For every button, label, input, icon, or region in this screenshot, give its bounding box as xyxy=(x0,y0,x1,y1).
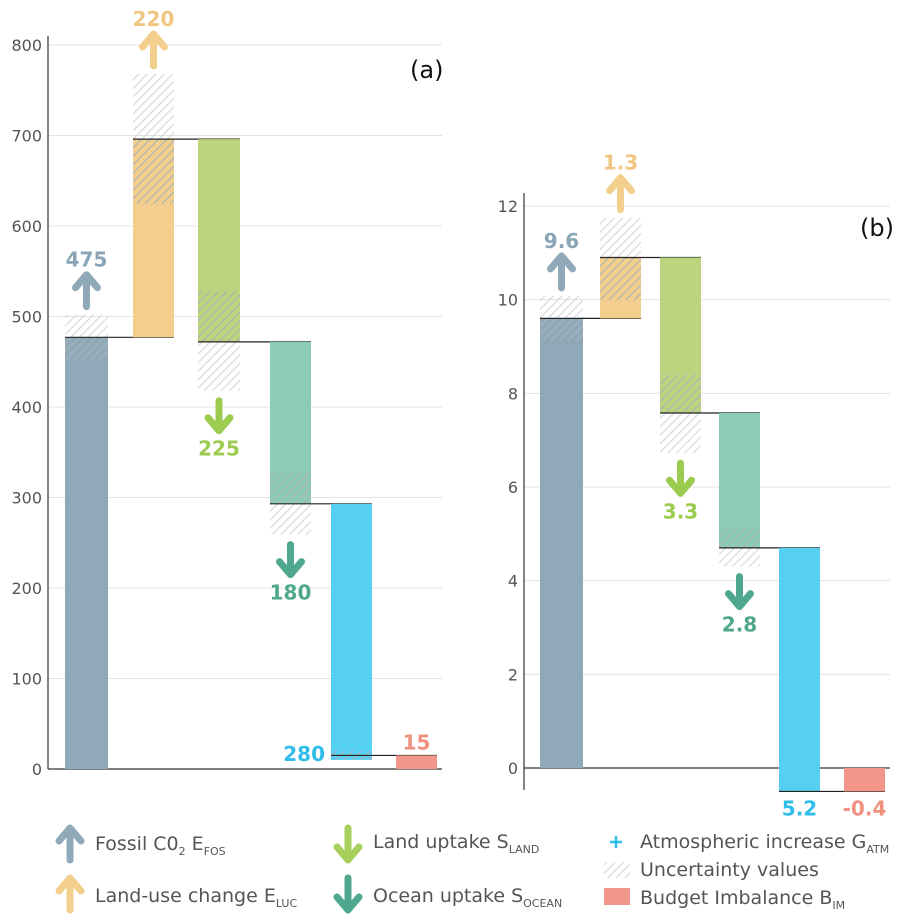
legend-item-land: Land uptake SLAND xyxy=(333,824,539,864)
y-tick-label: 2 xyxy=(508,665,518,684)
y-tick-label: 300 xyxy=(11,489,42,508)
bar-atm xyxy=(779,547,820,792)
value-label-luc: 1.3 xyxy=(603,151,638,175)
value-label-land: 225 xyxy=(198,437,240,461)
legend-label-land: Land uptake SLAND xyxy=(373,831,539,856)
value-label-fossil: 9.6 xyxy=(544,229,579,253)
y-tick-label: 0 xyxy=(32,760,42,779)
value-label-ocean: 2.8 xyxy=(722,613,757,637)
legend-item-luc: Land-use change ELUC xyxy=(55,874,297,914)
uncertainty-swatch-icon xyxy=(604,862,630,878)
legend-label-imbalance: Budget Imbalance BIM xyxy=(640,887,845,912)
legend-label-ocean: Ocean uptake SOCEAN xyxy=(373,885,562,910)
plus-icon xyxy=(610,836,622,848)
ocean-down-arrow-icon xyxy=(725,573,754,611)
value-label-imbalance: -0.4 xyxy=(843,796,887,820)
uncertainty-overlap-luc xyxy=(600,257,641,300)
y-tick-label: 200 xyxy=(11,579,42,598)
bar-atm xyxy=(331,503,372,760)
value-label-imbalance: 15 xyxy=(403,730,431,754)
y-tick-label: 12 xyxy=(498,197,518,216)
legend-label-fossil: Fossil C02 EFOS xyxy=(95,833,226,858)
y-tick-label: 500 xyxy=(11,308,42,327)
land-arrow-icon xyxy=(333,824,363,864)
value-label-land: 3.3 xyxy=(663,499,698,523)
bar-ocean xyxy=(719,413,760,548)
y-tick-label: 4 xyxy=(508,572,518,591)
fossil-up-arrow-icon xyxy=(547,252,576,292)
y-tick-label: 6 xyxy=(508,478,518,497)
legend-item-fossil: Fossil C02 EFOS xyxy=(55,824,226,864)
uncertainty-overlap-luc xyxy=(133,139,174,204)
bar-fossil xyxy=(540,318,583,768)
legend-label-uncertainty: Uncertainty values xyxy=(640,859,819,881)
value-label-luc: 220 xyxy=(133,7,175,31)
y-tick-label: 10 xyxy=(498,291,518,310)
uncertainty-overlap-land xyxy=(660,374,701,414)
uncertainty-overlap-fossil xyxy=(65,337,108,360)
panel-b: 0 2 4 6 8 10 12 (b) 9.6 1.3 3.3 2.8 5.2 -0.4 xyxy=(498,151,894,821)
y-tick-label: 800 xyxy=(11,36,42,55)
uncertainty-overlap-ocean xyxy=(270,471,311,504)
ocean-arrow-icon xyxy=(333,874,363,914)
legend: Fossil C02 EFOS Land-use change ELUC Lan… xyxy=(55,824,889,914)
panel-a: 0 100 200 300 400 500 600 700 800 (a) 475 220 225 180… xyxy=(11,7,443,779)
bar-imbalance xyxy=(396,755,437,769)
fossil-up-arrow-icon xyxy=(72,271,101,311)
land-down-arrow-icon xyxy=(666,459,695,497)
ocean-down-arrow-icon xyxy=(276,541,305,579)
uncertainty-overlap-fossil xyxy=(540,318,583,341)
legend-label-luc: Land-use change ELUC xyxy=(95,885,297,910)
y-tick-label: 600 xyxy=(11,217,42,236)
imbalance-swatch-icon xyxy=(604,888,630,905)
bar-imbalance xyxy=(844,768,885,792)
uncertainty-overlap-land xyxy=(198,291,240,342)
value-label-atm: 280 xyxy=(283,742,325,766)
y-tick-label: 400 xyxy=(11,398,42,417)
y-tick-label: 100 xyxy=(11,670,42,689)
value-label-atm: 5.2 xyxy=(782,796,817,820)
legend-item-ocean: Ocean uptake SOCEAN xyxy=(333,874,562,914)
uncertainty-overlap-ocean xyxy=(719,529,760,548)
y-tick-label: 700 xyxy=(11,127,42,146)
y-tick-label: 8 xyxy=(508,384,518,403)
value-label-ocean: 180 xyxy=(270,581,312,605)
value-label-fossil: 475 xyxy=(66,248,108,272)
luc-up-arrow-icon xyxy=(139,30,168,70)
luc-arrow-icon xyxy=(55,874,85,914)
luc-up-arrow-icon xyxy=(606,174,635,214)
fossil-arrow-icon xyxy=(55,824,85,864)
panel-label: (a) xyxy=(410,56,443,84)
y-tick-label: 0 xyxy=(508,759,518,778)
legend-item-imbalance: Budget Imbalance BIM xyxy=(604,887,845,912)
land-down-arrow-icon xyxy=(204,397,234,435)
bar-fossil xyxy=(65,337,108,769)
panel-label: (b) xyxy=(860,214,894,242)
legend-item-uncertainty: Uncertainty values xyxy=(604,859,819,881)
legend-item-atm: Atmospheric increase GATM xyxy=(610,831,889,856)
legend-label-atm: Atmospheric increase GATM xyxy=(640,831,889,856)
